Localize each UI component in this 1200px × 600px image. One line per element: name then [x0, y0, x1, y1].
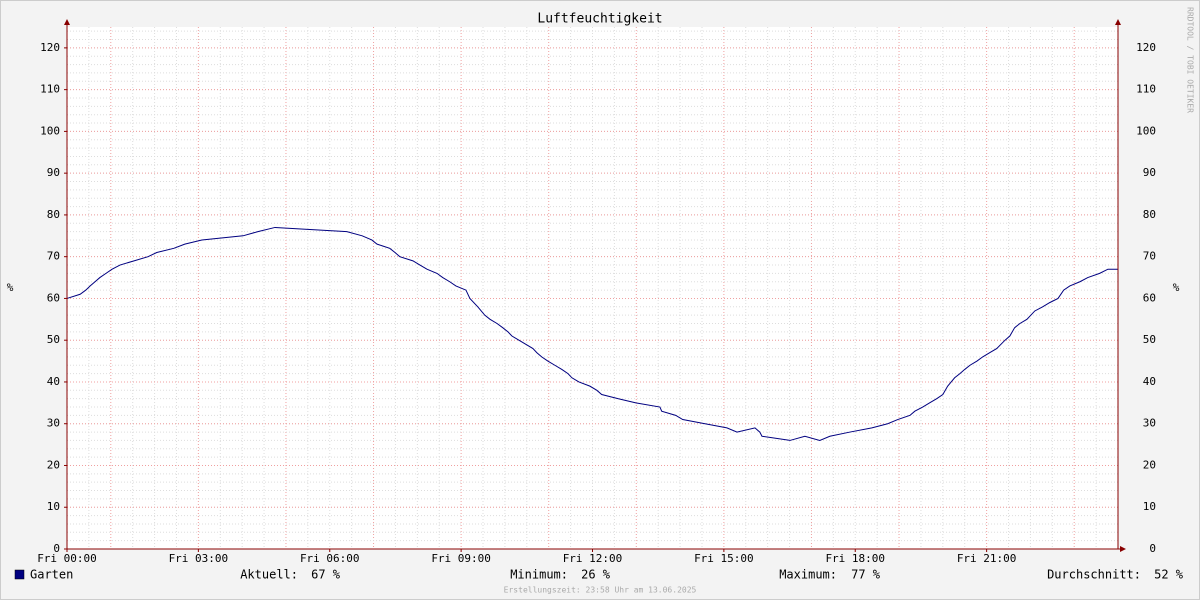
y-tick-label: 40 [47, 375, 60, 388]
stat-value: 26 % [581, 568, 611, 582]
y-tick-label-right: 40 [1143, 375, 1156, 388]
marks [66, 226, 1118, 441]
legend-label: Garten [30, 568, 73, 582]
y-tick-label: 50 [47, 333, 60, 346]
y-axis-label: % [7, 281, 14, 294]
y-tick-label: 60 [47, 291, 60, 304]
y-tick-label: 70 [47, 250, 60, 263]
footer: Erstellungszeit: 23:58 Uhr am 13.06.2025 [504, 586, 697, 595]
line [66, 226, 1118, 441]
y-tick-label-right: 120 [1136, 41, 1156, 54]
y-tick-label-right: 110 [1136, 83, 1156, 96]
y-tick-label: 100 [40, 124, 60, 137]
x-tick-label: Fri 21:00 [957, 552, 1017, 565]
y-tick-label-right: 10 [1143, 500, 1156, 513]
chart-title: Luftfeuchtigkeit [537, 12, 662, 27]
axis-arrow [1120, 546, 1126, 552]
y-tick-label-right: 20 [1143, 458, 1156, 471]
stat-value: 67 % [311, 568, 341, 582]
y-tick-label-right: 50 [1143, 333, 1156, 346]
x-tick-label: Fri 00:00 [37, 552, 97, 565]
y-tick-label: 110 [40, 83, 60, 96]
stat-label: Maximum: [779, 568, 837, 582]
y-tick-label: 10 [47, 500, 60, 513]
grid [64, 27, 1118, 552]
x-tick-label: Fri 03:00 [169, 552, 229, 565]
y-tick-label: 120 [40, 41, 60, 54]
stat-value: 52 % [1154, 568, 1184, 582]
stat-label: Durchschnitt: [1047, 568, 1141, 582]
watermark: RRDTOOL / TOBI OETIKER [1186, 7, 1195, 113]
y-tick-label-right: 30 [1143, 417, 1156, 430]
x-tick-label: Fri 12:00 [563, 552, 623, 565]
y-tick-label-right: 70 [1143, 250, 1156, 263]
y-tick-label: 80 [47, 208, 60, 221]
x-tick-label: Fri 09:00 [431, 552, 491, 565]
stat-value: 77 % [851, 568, 881, 582]
axis-arrow [64, 19, 70, 25]
stat-label: Minimum: [510, 568, 568, 582]
y-tick-label-right: 100 [1136, 124, 1156, 137]
legend-swatch [14, 569, 25, 580]
y-tick-label-right: 0 [1149, 542, 1156, 555]
y-tick-label-right: 90 [1143, 166, 1156, 179]
y-tick-label: 20 [47, 458, 60, 471]
y-tick-label-right: 80 [1143, 208, 1156, 221]
axis-arrow [1115, 19, 1121, 25]
y-tick-label-right: 60 [1143, 291, 1156, 304]
x-tick-label: Fri 15:00 [694, 552, 754, 565]
stat-label: Aktuell: [240, 568, 298, 582]
y-tick-label: 0 [53, 542, 60, 555]
y-axis-label-right: % [1173, 281, 1180, 294]
y-tick-label: 30 [47, 417, 60, 430]
y-tick-label: 90 [47, 166, 60, 179]
x-tick-label: Fri 18:00 [825, 552, 885, 565]
x-tick-label: Fri 06:00 [300, 552, 360, 565]
